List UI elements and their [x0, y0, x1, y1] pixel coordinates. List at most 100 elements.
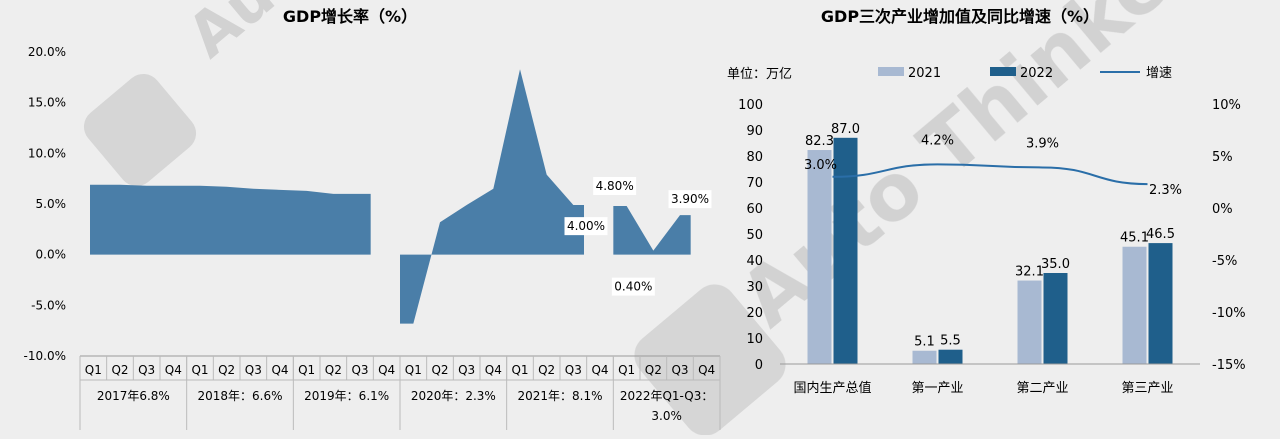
y-left-tick-label: 100	[738, 98, 763, 113]
value-labels: 4.80% 4.00% 0.40% 3.90%	[564, 177, 712, 296]
x-tick-label: Q2	[431, 363, 448, 377]
legend-label: 2021	[908, 66, 941, 81]
y-left-tick-label: 90	[746, 124, 763, 139]
value-label: 4.00%	[567, 219, 605, 233]
x-tick-label: Q1	[405, 363, 422, 377]
value-label-bg	[611, 277, 655, 296]
y-left-tick-label: 50	[746, 228, 763, 243]
y-left-tick-label: 10	[746, 332, 763, 347]
x-tick-label: 第一产业	[911, 381, 963, 396]
gdp-growth-area	[90, 69, 691, 324]
bar-2022	[938, 349, 963, 364]
group-label: 2019年：6.1%	[304, 389, 389, 403]
y-left-tick-label: 40	[746, 254, 763, 269]
growth-label: 3.9%	[1026, 136, 1059, 151]
value-label: 4.80%	[596, 179, 634, 193]
gdp-industry-bar-chart: GDP三次产业增加值及同比增速（%） 单位：万亿 2021 2022 增速 0 10 2…	[727, 7, 1246, 396]
x-tick-label: Q4	[165, 363, 182, 377]
x-axis: 国内生产总值 第一产业 第二产业 第三产业	[780, 363, 1200, 396]
bar-value-label: 82.3	[805, 134, 834, 149]
legend-swatch-2022	[990, 67, 1016, 76]
growth-label: 4.2%	[921, 133, 954, 148]
y-tick-label: 10.0%	[28, 146, 66, 160]
x-tick-label: Q4	[591, 363, 608, 377]
y-tick-label: 0.0%	[36, 248, 67, 262]
x-tick-label: Q3	[458, 363, 475, 377]
bar-value-label: 45.1	[1120, 231, 1149, 246]
x-tick-label: Q1	[618, 363, 635, 377]
bar-2021	[807, 150, 832, 364]
group-label: 2018年：6.6%	[197, 389, 282, 403]
y-right-tick-label: 10%	[1212, 98, 1241, 113]
y-right-tick-label: -15%	[1212, 358, 1246, 373]
legend-label: 增速	[1146, 66, 1172, 81]
bar-2021	[912, 350, 937, 364]
bar-2022	[833, 137, 858, 364]
y-right-tick-label: 0%	[1212, 202, 1233, 217]
y-left-tick-label: 30	[746, 280, 763, 295]
y-tick-label: 20.0%	[28, 45, 66, 59]
group-label: 2021年：8.1%	[517, 389, 602, 403]
x-tick-label: Q1	[191, 363, 208, 377]
watermark-logo-1	[83, 73, 197, 187]
bar-2021	[1122, 246, 1147, 364]
x-tick-label: Q4	[378, 363, 395, 377]
x-tick-label: 第三产业	[1121, 381, 1173, 396]
legend-swatch-2021	[878, 67, 904, 76]
x-tick-label: Q2	[645, 363, 662, 377]
x-tick-label: 国内生产总值	[793, 380, 871, 396]
bars: 82.3 5.1 32.1 45.1 87.0 5.5 35.0 46.5	[805, 122, 1175, 364]
value-label: 3.90%	[671, 192, 709, 206]
unit-label: 单位：万亿	[727, 67, 792, 82]
bar-value-label: 5.5	[940, 334, 961, 349]
growth-label: 2.3%	[1149, 183, 1182, 198]
bar-value-label: 5.1	[914, 335, 935, 350]
y-left-tick-label: 70	[746, 176, 763, 191]
y-tick-label: -10.0%	[24, 349, 66, 363]
x-tick-label: Q3	[351, 363, 368, 377]
x-axis: Q1 Q2 Q3 Q4 Q1 Q2 Q3 Q4 Q1 Q2 Q3 Q4 Q1 Q2 Q3 Q4 Q1 Q2 Q3 Q4…	[79, 356, 721, 430]
x-tick-label: Q1	[298, 363, 315, 377]
x-tick-label: Q2	[111, 363, 128, 377]
y-right-tick-label: -5%	[1212, 254, 1237, 269]
bar-value-label: 46.5	[1146, 227, 1175, 242]
value-label: 0.40%	[614, 280, 652, 294]
y-right-tick-label: 5%	[1212, 150, 1233, 165]
x-tick-label: Q3	[565, 363, 582, 377]
bar-value-label: 35.0	[1041, 257, 1070, 272]
x-tick-label: Q2	[538, 363, 555, 377]
chart-title: GDP三次产业增加值及同比增速（%）	[821, 7, 1099, 26]
group-label-line2: 3.0%	[651, 409, 682, 423]
bar-2022	[1043, 273, 1068, 364]
x-tick-label: Q3	[138, 363, 155, 377]
x-tick-label: Q3	[671, 363, 688, 377]
x-tick-label: Q4	[698, 363, 715, 377]
bar-2022	[1148, 243, 1173, 364]
value-label-bg	[564, 217, 608, 236]
watermark-logo-2	[634, 284, 786, 436]
legend-label: 2022	[1020, 66, 1053, 81]
y-axis-left: 0 10 20 30 40 50 60 70 80 90 100	[738, 98, 763, 373]
bar-value-label: 87.0	[831, 122, 860, 137]
group-label: 2022年Q1-Q3：	[620, 389, 713, 403]
value-label-bg	[593, 177, 637, 196]
growth-label: 3.0%	[804, 158, 837, 173]
y-left-tick-label: 20	[746, 306, 763, 321]
bar-2021	[1017, 280, 1042, 364]
x-tick-label: Q1	[85, 363, 102, 377]
growth-line: 3.0% 4.2% 3.9% 2.3%	[804, 133, 1182, 198]
y-tick-label: 5.0%	[36, 197, 67, 211]
x-tick-label: Q3	[245, 363, 262, 377]
bar-value-label: 32.1	[1015, 265, 1044, 280]
y-right-tick-label: -10%	[1212, 306, 1246, 321]
y-left-tick-label: 0	[755, 358, 763, 373]
x-tick-label: Q4	[271, 363, 288, 377]
x-tick-label: Q1	[511, 363, 528, 377]
group-label: 2020年：2.3%	[411, 389, 496, 403]
growth-line-path	[832, 163, 1148, 186]
y-tick-label: -5.0%	[31, 298, 66, 312]
legend: 2021 2022 增速	[878, 66, 1172, 81]
value-label-bg	[668, 190, 712, 209]
chart-title: GDP增长率（%）	[283, 7, 417, 26]
